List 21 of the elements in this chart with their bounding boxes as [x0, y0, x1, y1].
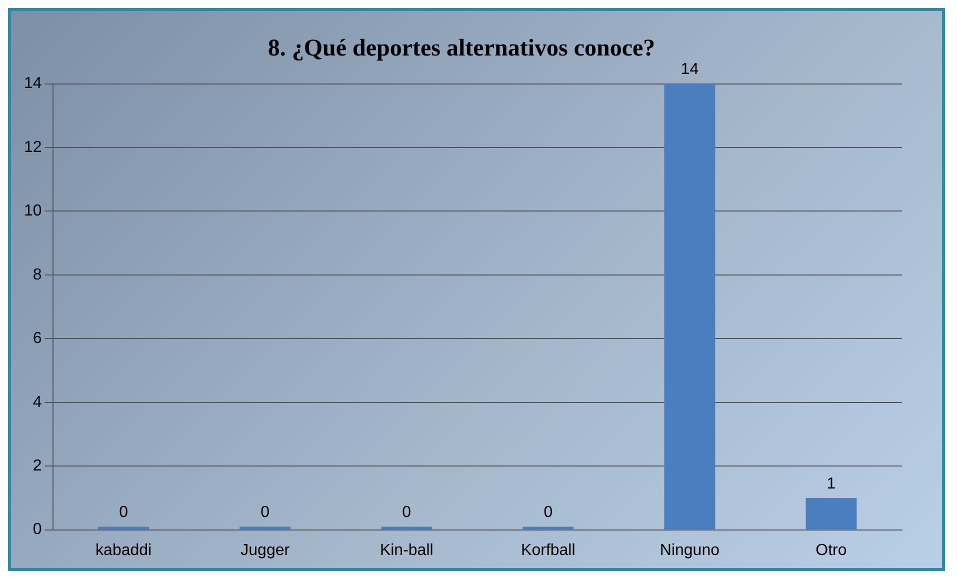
- y-tick-label: 10: [24, 202, 42, 220]
- x-tick-label: Jugger: [240, 542, 290, 559]
- chart-title: 8. ¿Qué deportes alternativos conoce?: [268, 36, 656, 62]
- y-tick-label: 14: [24, 75, 42, 92]
- x-tick-label: Ninguno: [660, 542, 720, 559]
- x-tick-label: Otro: [816, 542, 847, 559]
- y-tick-label: 12: [24, 138, 42, 156]
- y-tick-label: 2: [32, 457, 42, 474]
- x-tick-label: kabaddi: [96, 542, 152, 559]
- x-tick-label: Korfball: [521, 542, 576, 559]
- y-tick-label: 4: [32, 394, 42, 411]
- data-label: 0: [402, 504, 412, 522]
- data-label: 0: [544, 504, 553, 522]
- data-label: 14: [680, 61, 699, 78]
- data-label: 0: [260, 504, 270, 522]
- x-tick-label: Kin-ball: [380, 542, 434, 559]
- data-label: 1: [826, 475, 836, 492]
- y-tick-label: 6: [32, 330, 42, 348]
- data-label: 0: [119, 504, 128, 522]
- y-tick-label: 0: [32, 521, 42, 538]
- y-tick-label: 8: [32, 266, 42, 284]
